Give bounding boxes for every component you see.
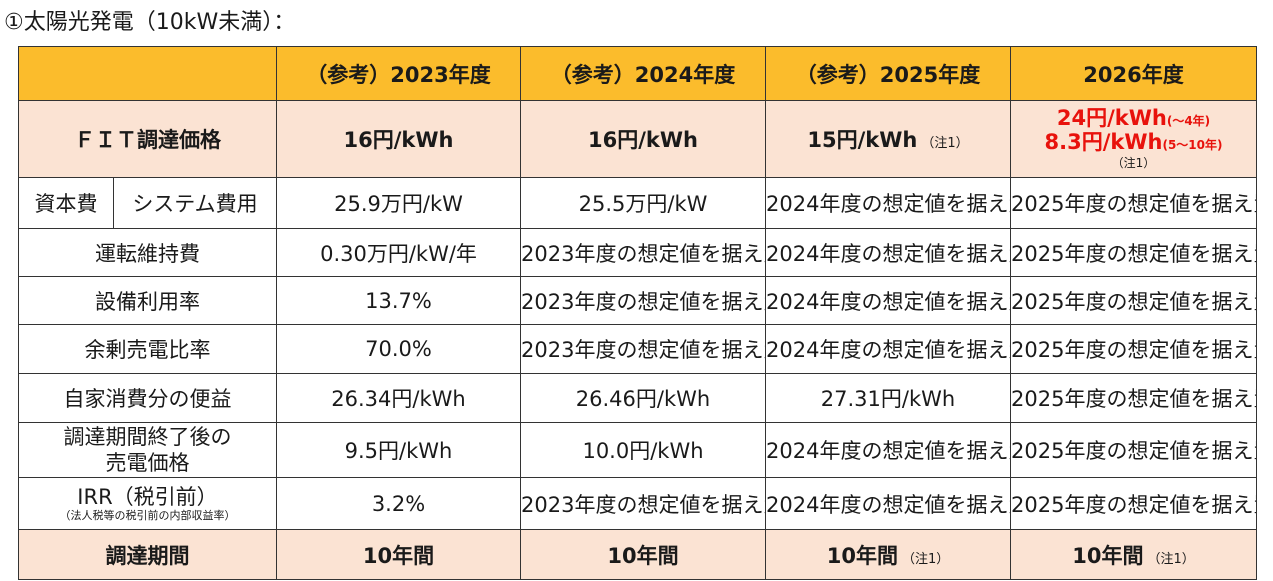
capital-cost-label: 資本費 [18, 177, 114, 229]
fit-price-label: ＦＩＴ調達価格 [18, 100, 277, 178]
self-consumption-row: 自家消費分の便益 26.34円/kWh 26.46円/kWh 27.31円/kW… [18, 373, 1257, 423]
capacity-factor-2024: 2023年度の想定値を据え置き [520, 276, 766, 325]
om-cost-row: 運転維持費 0.30万円/kW/年 2023年度の想定値を据え置き 2024年度… [18, 228, 1257, 277]
irr-label-main: IRR（税引前） [77, 484, 218, 509]
header-2023: （参考）2023年度 [276, 46, 521, 101]
post-period-price-label-line2: 売電価格 [105, 451, 190, 475]
om-cost-2023: 0.30万円/kW/年 [276, 228, 521, 277]
self-consumption-2023: 26.34円/kWh [276, 373, 521, 423]
surplus-ratio-2023: 70.0% [276, 324, 521, 374]
post-period-price-2023: 9.5円/kWh [276, 422, 521, 478]
surplus-ratio-2026: 2025年度の想定値を据え置き [1010, 324, 1257, 374]
surplus-ratio-2025: 2024年度の想定値を据え置き [765, 324, 1011, 374]
om-cost-2025: 2024年度の想定値を据え置き [765, 228, 1011, 277]
fit-price-2026-note: （注1） [1111, 156, 1156, 170]
self-consumption-2025: 27.31円/kWh [765, 373, 1011, 423]
irr-2024: 2023年度の想定値を据え置き [520, 477, 766, 530]
capacity-factor-label: 設備利用率 [18, 276, 277, 325]
post-period-price-row: 調達期間終了後の 売電価格 9.5円/kWh 10.0円/kWh 2024年度の… [18, 422, 1257, 478]
surplus-ratio-label: 余剰売電比率 [18, 324, 277, 374]
irr-2023: 3.2% [276, 477, 521, 530]
om-cost-2026: 2025年度の想定値を据え置き [1010, 228, 1257, 277]
irr-label: IRR（税引前） （法人税等の税引前の内部収益率） [18, 477, 277, 530]
post-period-price-2026: 2025年度の想定値を据え置き [1010, 422, 1257, 478]
fit-price-2025-note: （注1） [921, 136, 969, 151]
irr-label-sub: （法人税等の税引前の内部収益率） [59, 508, 236, 522]
period-label: 調達期間 [18, 529, 277, 580]
fit-price-table: （参考）2023年度 （参考）2024年度 （参考）2025年度 2026年度 … [18, 46, 1257, 580]
header-corner [18, 46, 277, 101]
self-consumption-2026: 2025年度の想定値を据え置き [1010, 373, 1257, 423]
header-2024: （参考）2024年度 [520, 46, 766, 101]
fit-price-2023: 16円/kWh [276, 100, 521, 178]
fit-price-2025: 15円/kWh （注1） [765, 100, 1011, 178]
self-consumption-label: 自家消費分の便益 [18, 373, 277, 423]
system-cost-label: システム費用 [113, 177, 277, 229]
fit-price-2026-line2-value: 8.3円/kWh [1044, 130, 1163, 154]
om-cost-label: 運転維持費 [18, 228, 277, 277]
surplus-ratio-row: 余剰売電比率 70.0% 2023年度の想定値を据え置き 2024年度の想定値を… [18, 324, 1257, 374]
system-cost-2024: 25.5万円/kW [520, 177, 766, 229]
period-2026-note: （注1） [1147, 551, 1195, 567]
self-consumption-2024: 26.46円/kWh [520, 373, 766, 423]
irr-2026: 2025年度の想定値を据え置き [1010, 477, 1257, 530]
period-2025-note: （注1） [901, 551, 950, 567]
om-cost-2024: 2023年度の想定値を据え置き [520, 228, 766, 277]
irr-2025: 2024年度の想定値を据え置き [765, 477, 1011, 530]
period-2023: 10年間 [276, 529, 521, 580]
fit-price-row: ＦＩＴ調達価格 16円/kWh 16円/kWh 15円/kWh （注1） 24円/… [18, 100, 1257, 178]
fit-price-2026: 24円/kWh(～4年) 8.3円/kWh(5～10年) （注1） [1010, 100, 1257, 178]
fit-price-2026-line2: 8.3円/kWh(5～10年) [1045, 132, 1223, 156]
post-period-price-label-line1: 調達期間終了後の [63, 425, 232, 449]
header-2026: 2026年度 [1010, 46, 1257, 101]
period-row: 調達期間 10年間 10年間 10年間 （注1） 10年間 （注1） [18, 529, 1257, 580]
fit-price-2025-value: 15円/kWh [807, 128, 918, 152]
period-2024: 10年間 [520, 529, 766, 580]
capacity-factor-2023: 13.7% [276, 276, 521, 325]
post-period-price-2024: 10.0円/kWh [520, 422, 766, 478]
header-row: （参考）2023年度 （参考）2024年度 （参考）2025年度 2026年度 [18, 46, 1257, 101]
system-cost-row: 資本費 システム費用 25.9万円/kW 25.5万円/kW 2024年度の想定… [18, 177, 1257, 229]
post-period-price-2025: 2024年度の想定値を据え置き [765, 422, 1011, 478]
system-cost-2025: 2024年度の想定値を据え置き [765, 177, 1011, 229]
system-cost-2023: 25.9万円/kW [276, 177, 521, 229]
fit-price-2026-line1: 24円/kWh(～4年) [1057, 108, 1210, 132]
post-period-price-label: 調達期間終了後の 売電価格 [18, 422, 277, 478]
surplus-ratio-2024: 2023年度の想定値を据え置き [520, 324, 766, 374]
period-2025: 10年間 （注1） [765, 529, 1011, 580]
capacity-factor-2026: 2025年度の想定値を据え置き [1010, 276, 1257, 325]
page-title: ①太陽光発電（10kW未満）： [4, 10, 296, 35]
fit-price-2026-line1-value: 24円/kWh [1056, 106, 1167, 130]
capacity-factor-2025: 2024年度の想定値を据え置き [765, 276, 1011, 325]
period-2026-value: 10年間 [1072, 543, 1144, 568]
period-2026: 10年間 （注1） [1010, 529, 1257, 580]
period-2025-value: 10年間 [826, 543, 898, 568]
irr-row: IRR（税引前） （法人税等の税引前の内部収益率） 3.2% 2023年度の想定… [18, 477, 1257, 530]
fit-price-2024: 16円/kWh [520, 100, 766, 178]
system-cost-2026: 2025年度の想定値を据え置き [1010, 177, 1257, 229]
fit-price-2026-line2-sub: (5～10年) [1162, 138, 1223, 152]
fit-price-2026-line1-sub: (～4年) [1166, 114, 1211, 128]
header-2025: （参考）2025年度 [765, 46, 1011, 101]
capacity-factor-row: 設備利用率 13.7% 2023年度の想定値を据え置き 2024年度の想定値を据… [18, 276, 1257, 325]
